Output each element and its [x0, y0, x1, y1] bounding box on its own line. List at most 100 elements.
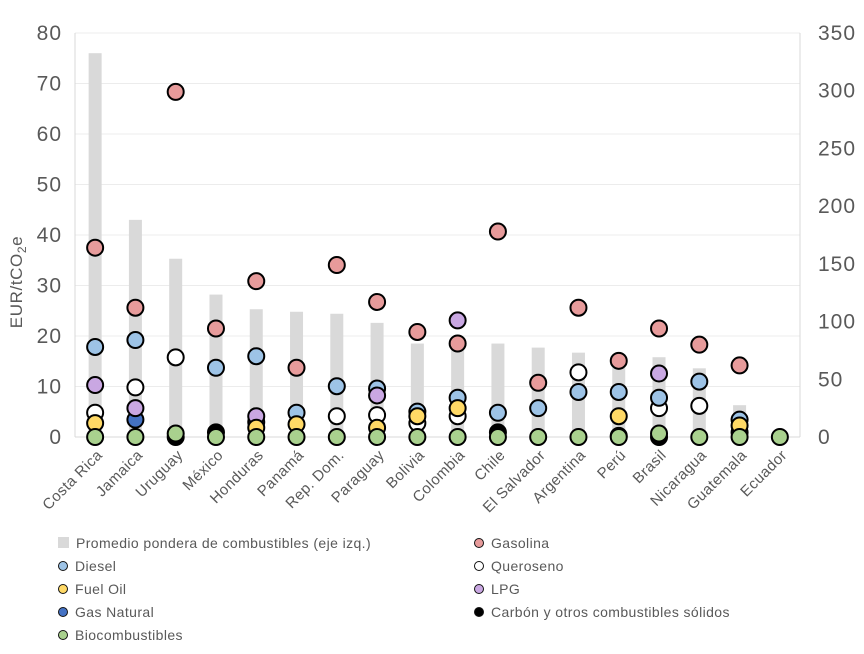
left-tick-40: 40: [37, 224, 62, 247]
dot-diesel-honduras: [247, 347, 266, 366]
dot-biocombustibles-jamaica: [126, 428, 145, 446]
bar-honduras: [249, 309, 263, 437]
dot-diesel-peru: [609, 382, 628, 401]
left-tick-20: 20: [37, 325, 62, 348]
dot-queroseno-rep-dom: [327, 407, 346, 426]
dot-diesel-chile: [488, 403, 507, 422]
bar-rep-dom: [330, 313, 344, 437]
left-tick-80: 80: [37, 22, 62, 45]
dot-gasolina-mexico: [206, 319, 225, 338]
legend-swatch-biocombustibles: [58, 629, 68, 640]
bar-chile: [491, 343, 505, 437]
dot-biocombustibles-peru: [609, 428, 628, 446]
dot-lpg-costa-rica: [86, 376, 105, 395]
right-tick-200: 200: [818, 195, 856, 218]
dot-queroseno-uruguay: [166, 348, 185, 367]
right-tick-50: 50: [818, 368, 843, 391]
legend-label-diesel: Diesel: [75, 557, 117, 574]
left-tick-70: 70: [37, 73, 62, 96]
x-label-chile: Chile: [471, 447, 509, 485]
legend-swatch-fuel-oil: [58, 583, 68, 594]
chart-legend-column-2: Gasolina Queroseno LPG Carbón y otros combu…: [474, 531, 730, 623]
dot-gasolina-uruguay: [166, 82, 185, 101]
right-tick-150: 150: [818, 253, 856, 276]
x-label-costa-rica: Costa Rica: [39, 447, 106, 514]
dot-biocombustibles-bolivia: [408, 428, 427, 446]
dot-biocombustibles-el-salvador: [529, 428, 548, 446]
bar-el-salvador: [531, 347, 545, 437]
dot-fuel-oil-peru: [609, 407, 628, 426]
dot-gasolina-bolivia: [408, 322, 427, 341]
legend-label-fuel-oil: Fuel Oil: [75, 580, 127, 597]
legend-label-gas-natural: Gas Natural: [75, 603, 155, 620]
left-tick-50: 50: [37, 174, 62, 197]
right-tick-350: 350: [818, 22, 856, 45]
dot-diesel-argentina: [569, 382, 588, 401]
dot-biocombustibles-honduras: [247, 428, 266, 446]
dot-gasolina-peru: [609, 351, 628, 370]
dot-gasolina-costa-rica: [86, 238, 105, 257]
right-tick-0: 0: [818, 426, 831, 449]
right-tick-300: 300: [818, 80, 856, 103]
legend-label-gasolina: Gasolina: [491, 534, 550, 551]
chart-legend-column-1: Promedio pondera de combustibles (eje iz…: [58, 531, 371, 646]
dot-gasolina-el-salvador: [529, 373, 548, 392]
left-tick-60: 60: [37, 123, 62, 146]
dot-diesel-el-salvador: [529, 399, 548, 418]
legend-swatch-gasolina: [474, 537, 484, 548]
legend-item-promedio: Promedio pondera de combustibles (eje iz…: [58, 531, 371, 554]
dot-biocombustibles-guatemala: [730, 428, 749, 446]
dot-queroseno-nicaragua: [690, 396, 709, 415]
dot-biocombustibles-rep-dom: [327, 428, 346, 446]
legend-item-gasolina: Gasolina: [474, 531, 730, 554]
legend-item-carbon: Carbón y otros combustibles sólidos: [474, 600, 730, 623]
dot-gasolina-colombia: [448, 334, 467, 353]
legend-swatch-lpg: [474, 583, 484, 594]
dot-biocombustibles-chile: [488, 428, 507, 446]
x-label-peru: Perú: [594, 447, 630, 483]
dot-queroseno-argentina: [569, 363, 588, 382]
dot-diesel-brasil: [650, 388, 669, 407]
legend-label-biocombustibles: Biocombustibles: [75, 626, 183, 643]
left-tick-10: 10: [37, 376, 62, 399]
dot-biocombustibles-mexico: [206, 428, 225, 446]
dot-lpg-colombia: [448, 311, 467, 330]
dot-biocombustibles-uruguay: [166, 424, 185, 443]
dot-diesel-costa-rica: [86, 337, 105, 356]
right-tick-100: 100: [818, 311, 856, 334]
carbon-price-chart: 0 10 20 30 40 50 60 70 80 0 50 100 150 200 250 300 350 EU…: [7, 22, 856, 516]
legend-swatch-carbon: [474, 606, 484, 617]
dot-lpg-brasil: [650, 364, 669, 383]
legend-item-queroseno: Queroseno: [474, 554, 730, 577]
bar-uruguay: [169, 258, 183, 437]
legend-item-gas-natural: Gas Natural: [58, 600, 371, 623]
legend-swatch-queroseno: [474, 560, 484, 571]
legend-label-queroseno: Queroseno: [491, 557, 564, 574]
dot-gasolina-chile: [488, 222, 507, 241]
dot-gasolina-argentina: [569, 298, 588, 317]
dot-gasolina-panama: [287, 358, 306, 377]
dot-lpg-jamaica: [126, 399, 145, 418]
dot-queroseno-jamaica: [126, 378, 145, 397]
dot-biocombustibles-argentina: [569, 428, 588, 446]
dot-biocombustibles-costa-rica: [86, 428, 105, 446]
legend-swatch-promedio: [58, 537, 69, 548]
dot-gasolina-rep-dom: [327, 256, 346, 275]
dot-biocombustibles-colombia: [448, 428, 467, 446]
dot-gasolina-nicaragua: [690, 335, 709, 354]
dot-diesel-rep-dom: [327, 377, 346, 396]
legend-item-fuel-oil: Fuel Oil: [58, 577, 371, 600]
dot-biocombustibles-ecuador: [770, 428, 789, 446]
dot-gasolina-guatemala: [730, 356, 749, 375]
legend-item-diesel: Diesel: [58, 554, 371, 577]
legend-label-lpg: LPG: [491, 580, 521, 597]
dot-diesel-mexico: [206, 358, 225, 377]
dot-biocombustibles-panama: [287, 428, 306, 446]
legend-label-carbon: Carbón y otros combustibles sólidos: [491, 603, 730, 620]
legend-swatch-diesel: [58, 560, 68, 571]
left-tick-30: 30: [37, 275, 62, 298]
dot-fuel-oil-bolivia: [408, 407, 427, 426]
dot-biocombustibles-brasil: [650, 424, 669, 443]
left-axis-title: EUR/tCO2e: [7, 236, 29, 328]
dot-biocombustibles-paraguay: [368, 428, 387, 446]
